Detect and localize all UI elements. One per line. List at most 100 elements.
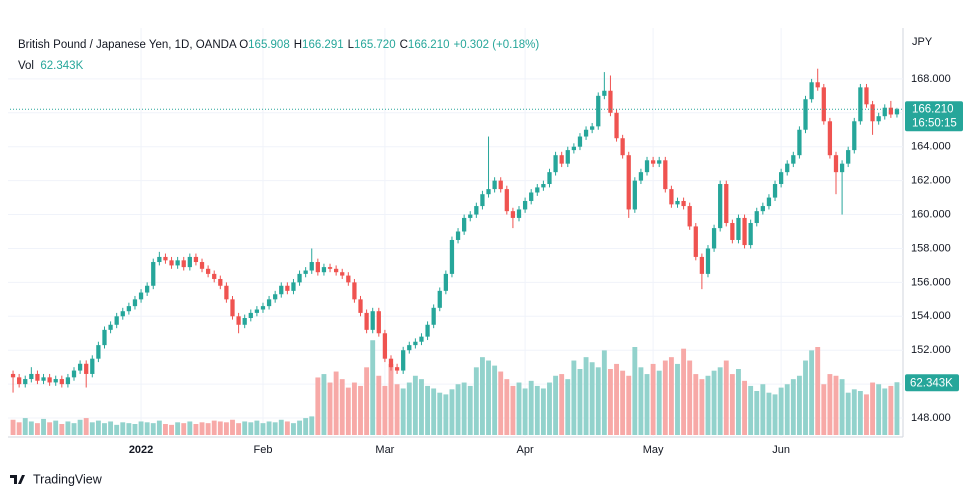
candle-body — [772, 184, 778, 198]
candle-body — [778, 172, 784, 185]
volume-bar — [114, 424, 120, 435]
candle-body — [193, 256, 199, 263]
volume-bar — [699, 379, 705, 435]
candle-body — [65, 377, 71, 385]
candle-body — [797, 129, 802, 156]
volume-bar — [406, 382, 412, 435]
volume-bar — [291, 423, 296, 435]
volume-bar — [559, 374, 565, 435]
volume-bar — [321, 374, 327, 435]
volume-bar — [870, 382, 876, 435]
candle-body — [736, 217, 741, 240]
y-tick-label: 162.000 — [911, 175, 951, 187]
volume-bar — [181, 423, 187, 435]
volume-bar — [687, 360, 693, 435]
candle-body — [760, 206, 765, 212]
candle-body — [590, 126, 595, 130]
candle-body — [254, 309, 260, 313]
volume-bar — [864, 394, 869, 435]
candle-body — [541, 184, 546, 188]
volume-bar — [723, 360, 729, 435]
volume-bars — [10, 340, 900, 435]
candle-body — [650, 160, 656, 164]
candle-body — [321, 267, 327, 273]
candle-body — [657, 160, 662, 164]
volume-bar — [254, 420, 260, 435]
candle-body — [273, 294, 278, 300]
volume-bar — [650, 363, 656, 435]
candle-body — [498, 180, 503, 190]
candle-body — [876, 116, 881, 122]
volume-bar — [77, 419, 83, 435]
candle-body — [236, 316, 241, 325]
volume-bar — [498, 371, 504, 435]
volume-bar — [59, 424, 65, 435]
volume-bar — [778, 387, 784, 435]
volume-bar — [284, 421, 290, 435]
volume-bar — [83, 418, 89, 435]
volume-bar — [260, 423, 266, 435]
candle-body — [522, 200, 528, 210]
candle-body — [699, 256, 705, 274]
candle-body — [114, 316, 119, 325]
volume-bar — [169, 424, 174, 435]
candle-body — [565, 150, 570, 164]
volume-bar — [89, 422, 95, 435]
volume-bar — [656, 370, 662, 435]
volume-bar — [199, 422, 205, 435]
volume-bar — [132, 424, 138, 435]
candle-body — [504, 189, 509, 212]
volume-bar — [894, 382, 900, 435]
symbol-line: British Pound / Japanese Yen, 1D, OANDA … — [18, 35, 543, 56]
x-tick-label: Jun — [772, 444, 790, 456]
volume-bar — [632, 347, 638, 435]
candle-body — [864, 87, 869, 105]
candle-body — [431, 307, 436, 325]
volume-bar — [851, 389, 857, 435]
candle-body — [315, 262, 320, 273]
volume-bar — [370, 340, 376, 435]
volume-bar — [65, 421, 71, 435]
volume-bar — [553, 375, 559, 435]
candle-body — [151, 262, 156, 286]
vol-key: Vol — [18, 60, 34, 72]
candle-body — [242, 317, 247, 325]
candle-body — [309, 262, 314, 271]
candle-body — [17, 377, 22, 385]
volume-bar — [156, 420, 162, 435]
volume-bar — [351, 382, 357, 435]
ohlc: O165.908 H166.291 L165.720 C166.210 — [239, 39, 453, 51]
candle-body — [163, 256, 168, 261]
volume-bar — [821, 384, 827, 435]
candle-body — [638, 172, 644, 181]
candle-body — [583, 129, 589, 137]
volume-bar — [266, 421, 272, 435]
candle-body — [888, 107, 893, 115]
y-tick-label: 168.000 — [911, 73, 951, 85]
candle-body — [352, 282, 357, 300]
volume-bar — [644, 374, 650, 435]
candle-body — [809, 82, 814, 100]
candle-body — [766, 197, 772, 207]
candle-body — [730, 223, 735, 240]
volume-bar — [857, 391, 863, 435]
volume-bar — [608, 369, 613, 435]
candle-body — [376, 311, 381, 334]
volume-bar — [309, 416, 315, 435]
volume-bar — [339, 379, 345, 435]
candle-body — [486, 189, 491, 195]
candle-body — [870, 104, 875, 122]
candle-body — [59, 379, 64, 385]
volume-bar — [327, 382, 333, 435]
volume-bar — [455, 384, 461, 435]
candle-body — [724, 184, 729, 224]
candle-body — [894, 109, 900, 115]
candle-body — [705, 248, 711, 274]
candle-body — [529, 192, 534, 201]
vol-value: 62.343K — [40, 60, 84, 72]
candle-body — [839, 163, 845, 173]
volume-bar — [742, 380, 747, 435]
candle-body — [297, 273, 302, 283]
volume-bar — [150, 423, 156, 435]
